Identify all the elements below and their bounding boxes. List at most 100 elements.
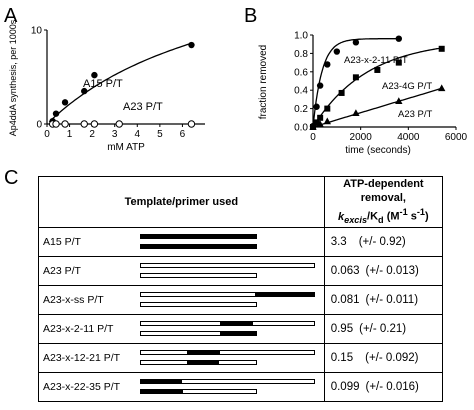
row-diagram xyxy=(134,255,325,286)
y-tick-label: 10 xyxy=(31,26,43,37)
row-diagram xyxy=(134,284,325,315)
row-error: (+/- 0.21) xyxy=(359,322,407,335)
row-name: A23-x-22-35 P/T xyxy=(37,371,135,403)
panel-label-b: B xyxy=(244,5,257,27)
chart-b-point-series1 xyxy=(317,114,324,121)
row-value: 0.063 xyxy=(330,264,360,277)
template-primer-table: Template/primer used ATP-dependent remov… xyxy=(37,176,444,403)
primer-strand xyxy=(139,388,257,394)
row-error: (+/- 0.92) xyxy=(358,235,406,248)
chart-a-series-label-a15: A15 P/T xyxy=(83,78,123,90)
y-tick-label: 0.8 xyxy=(294,49,308,60)
row-name: A23-x-2-11 P/T xyxy=(37,313,135,344)
x-tick-label: 4000 xyxy=(397,132,420,143)
chart-b-series-label-0: A23-x-2-11 P/T xyxy=(344,55,408,66)
chart-a: mM ATP Ap4ddA synthesis, per 1000s 0 1 2 3 4… xyxy=(8,19,205,153)
chart-b-curve-a23 xyxy=(312,87,442,128)
slash-k: /K xyxy=(367,210,379,223)
chart-b-point-series1 xyxy=(374,66,381,73)
row-name: A23-x-12-21 P/T xyxy=(37,342,135,373)
k-symbol: k xyxy=(338,210,345,223)
x-tick-label: 1 xyxy=(67,129,73,140)
table-row: A23-x-22-35 P/T 0.099 (+/- 0.016) xyxy=(37,371,444,403)
row-value-cell: 3.3 (+/- 0.92) xyxy=(323,226,444,257)
x-tick-label: 0 xyxy=(310,132,316,143)
chart-a-xlabel: mM ATP xyxy=(107,142,145,153)
row-value-cell: 0.081 (+/- 0.011) xyxy=(323,284,444,315)
primer-strand xyxy=(139,272,257,278)
table-header-removal-line2: kexcis/Kd (M-1 s-1) xyxy=(325,205,442,227)
chart-b-point-series2 xyxy=(352,109,360,116)
template-strand xyxy=(139,233,257,239)
chart-a-fit-curve-a15 xyxy=(48,42,192,123)
chart-b: time (seconds) fraction removed 0 2000 400… xyxy=(258,31,468,157)
row-diagram xyxy=(134,226,325,257)
chart-b-point-series1 xyxy=(395,59,402,66)
chart-b-point-series0 xyxy=(395,35,402,42)
row-error: (+/- 0.092) xyxy=(365,351,419,364)
y-tick-label: 0.2 xyxy=(294,104,308,115)
row-value: 0.95 xyxy=(330,322,354,335)
table-header-template: Template/primer used xyxy=(38,176,325,228)
chart-b-point-series2 xyxy=(316,120,324,128)
chart-b-xlabel: time (seconds) xyxy=(345,145,411,156)
units-exp1: -1 xyxy=(399,207,408,217)
row-diagram xyxy=(134,313,325,344)
chart-a-point-series1 xyxy=(187,120,196,128)
chart-a-point-series0 xyxy=(81,87,88,95)
x-tick-label: 6000 xyxy=(445,132,468,143)
table-header-removal-line1: ATP-dependent removal, xyxy=(343,178,424,204)
chart-a-ylabel: Ap4ddA synthesis, per 1000s xyxy=(8,19,18,136)
table-header-removal: ATP-dependent removal, kexcis/Kd (M-1 s-… xyxy=(323,176,444,228)
table-row: A15 P/T 3.3 (+/- 0.92) xyxy=(37,226,444,257)
units-close: ) xyxy=(425,210,429,223)
chart-a-point-series1 xyxy=(115,120,123,128)
chart-a-point-series1 xyxy=(90,120,99,128)
units-exp2: -1 xyxy=(416,207,426,217)
panel-label-a: A xyxy=(4,5,18,27)
row-error: (+/- 0.016) xyxy=(365,380,419,393)
row-value-cell: 0.95 (+/- 0.21) xyxy=(323,313,444,344)
table-row: A23-x-12-21 P/T 0.15 (+/- 0.092) xyxy=(37,342,444,373)
primer-strand xyxy=(139,330,257,336)
y-tick-label: 0.4 xyxy=(294,86,308,97)
row-diagram xyxy=(134,371,325,403)
units-s: s xyxy=(407,210,417,223)
chart-a-point-series1 xyxy=(61,120,69,128)
chart-b-point-series2 xyxy=(438,84,446,92)
chart-a-point-series0 xyxy=(188,41,195,49)
table-row: A23-x-ss P/T 0.081 (+/- 0.011) xyxy=(37,284,444,315)
row-value-cell: 0.15 (+/- 0.092) xyxy=(323,342,444,373)
chart-b-point-series1 xyxy=(313,119,320,126)
table-header-row: Template/primer used ATP-dependent remov… xyxy=(38,176,444,228)
chart-a-point-series0 xyxy=(52,110,60,117)
chart-b-point-series0 xyxy=(313,103,320,110)
chart-b-point-series1 xyxy=(438,45,445,52)
primer-strand xyxy=(139,301,257,307)
chart-b-point-series2 xyxy=(395,97,403,105)
x-tick-label: 5 xyxy=(157,129,163,140)
row-diagram xyxy=(134,342,325,373)
template-strand xyxy=(139,320,315,326)
x-tick-label: 2000 xyxy=(350,132,373,143)
y-tick-label: 0 xyxy=(36,120,42,131)
chart-b-point-series1 xyxy=(352,74,359,81)
chart-a-point-series1 xyxy=(52,120,60,128)
row-value: 3.3 xyxy=(330,235,347,248)
y-tick-label: 0.6 xyxy=(294,67,308,78)
units-open: (M xyxy=(383,210,400,223)
chart-a-point-series0 xyxy=(91,71,98,79)
y-tick-label: 0.0 xyxy=(294,123,308,134)
row-value: 0.099 xyxy=(330,380,360,393)
row-name: A15 P/T xyxy=(37,226,135,257)
template-strand xyxy=(139,291,315,297)
row-name: A23-x-ss P/T xyxy=(37,284,135,315)
template-strand xyxy=(139,262,315,268)
row-value-cell: 0.099 (+/- 0.016) xyxy=(323,371,444,403)
table-row: A23 P/T 0.063 (+/- 0.013) xyxy=(37,255,444,286)
chart-b-series-label-2: A23 P/T xyxy=(398,109,433,120)
table-row: A23-x-2-11 P/T 0.95 (+/- 0.21) xyxy=(37,313,444,344)
chart-b-point-series1 xyxy=(324,105,331,112)
row-name: A23 P/T xyxy=(37,255,135,286)
d-subscript: d xyxy=(378,214,384,225)
